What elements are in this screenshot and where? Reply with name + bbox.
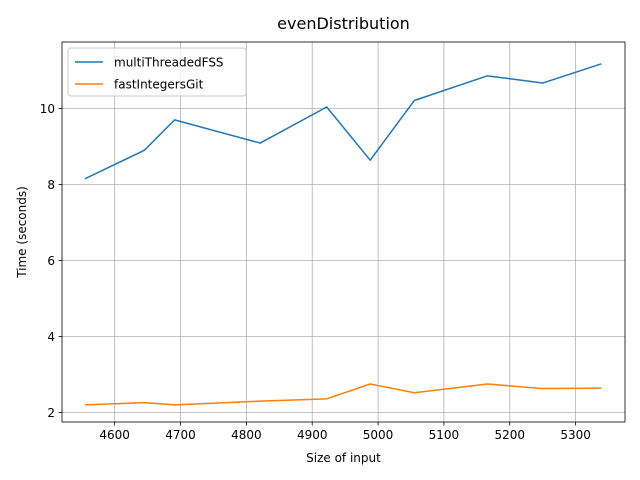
y-tick-label: 2 [47, 406, 55, 420]
y-tick-label: 8 [47, 178, 55, 192]
legend-box [67, 47, 247, 97]
series-line-fastIntegersGit [84, 383, 602, 406]
x-tick-label: 5200 [494, 428, 525, 442]
x-tick-label: 4900 [297, 428, 328, 442]
x-axis-label: Size of input [306, 451, 381, 465]
grid-layer [62, 42, 625, 422]
series-layer [84, 63, 602, 406]
legend-label-multiThreadedFSS: multiThreadedFSS [114, 56, 224, 70]
x-tick-label: 4800 [231, 428, 262, 442]
chart-title: evenDistribution [277, 14, 410, 33]
plot-frame [61, 41, 626, 423]
x-tick-label: 5300 [560, 428, 591, 442]
x-tick-label: 5000 [363, 428, 394, 442]
y-axis-label: Time (seconds) [15, 186, 29, 279]
y-tick-label: 10 [40, 102, 55, 116]
x-tick-label: 5100 [429, 428, 460, 442]
x-tick-label: 4600 [99, 428, 130, 442]
legend: multiThreadedFSS fastIntegersGit [67, 47, 247, 97]
tick-layer: 4600 4700 4800 4900 5000 5100 5200 5300 2 4 6 8 10 [40, 102, 591, 442]
x-tick-label: 4700 [165, 428, 196, 442]
legend-label-fastIntegersGit: fastIntegersGit [114, 78, 204, 92]
series-line-multiThreadedFSS [84, 63, 602, 180]
y-tick-label: 4 [47, 330, 55, 344]
y-tick-label: 6 [47, 254, 55, 268]
